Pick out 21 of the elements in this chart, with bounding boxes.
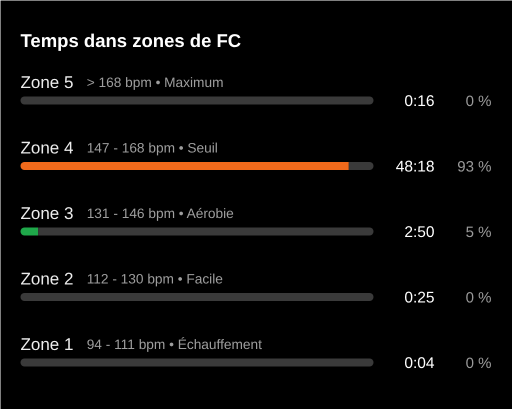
annotation: 94 - 111 bpm • Échauffement: [86, 337, 262, 352]
annotation: > 168 bpm • Maximum: [86, 75, 224, 90]
text: 0:16: [404, 93, 435, 110]
data-label: 93 %: [457, 158, 492, 176]
data-label: 0 %: [466, 93, 492, 110]
y-tick-label: Zone 3: [20, 204, 74, 223]
y-tick-label: Zone 4: [20, 138, 74, 158]
annotation: 131 - 146 bpm • Aérobie: [86, 206, 234, 221]
y-tick-label: Zone 2: [20, 270, 74, 288]
y-tick-label: Zone 5: [20, 73, 74, 92]
data-label: 0 %: [466, 355, 492, 372]
text: 0:25: [404, 290, 435, 306]
annotation: 147 - 168 bpm • Seuil: [86, 140, 218, 156]
data-label: 0 %: [466, 290, 492, 306]
text: 0:04: [404, 355, 435, 372]
text: 2:50: [404, 224, 435, 241]
chart-title: Temps dans zones de FC: [20, 30, 242, 51]
data-label: 5 %: [466, 224, 492, 241]
text: 48:18: [396, 158, 435, 176]
y-tick-label: Zone 1: [20, 335, 74, 354]
annotation: 112 - 130 bpm • Facile: [86, 272, 223, 286]
